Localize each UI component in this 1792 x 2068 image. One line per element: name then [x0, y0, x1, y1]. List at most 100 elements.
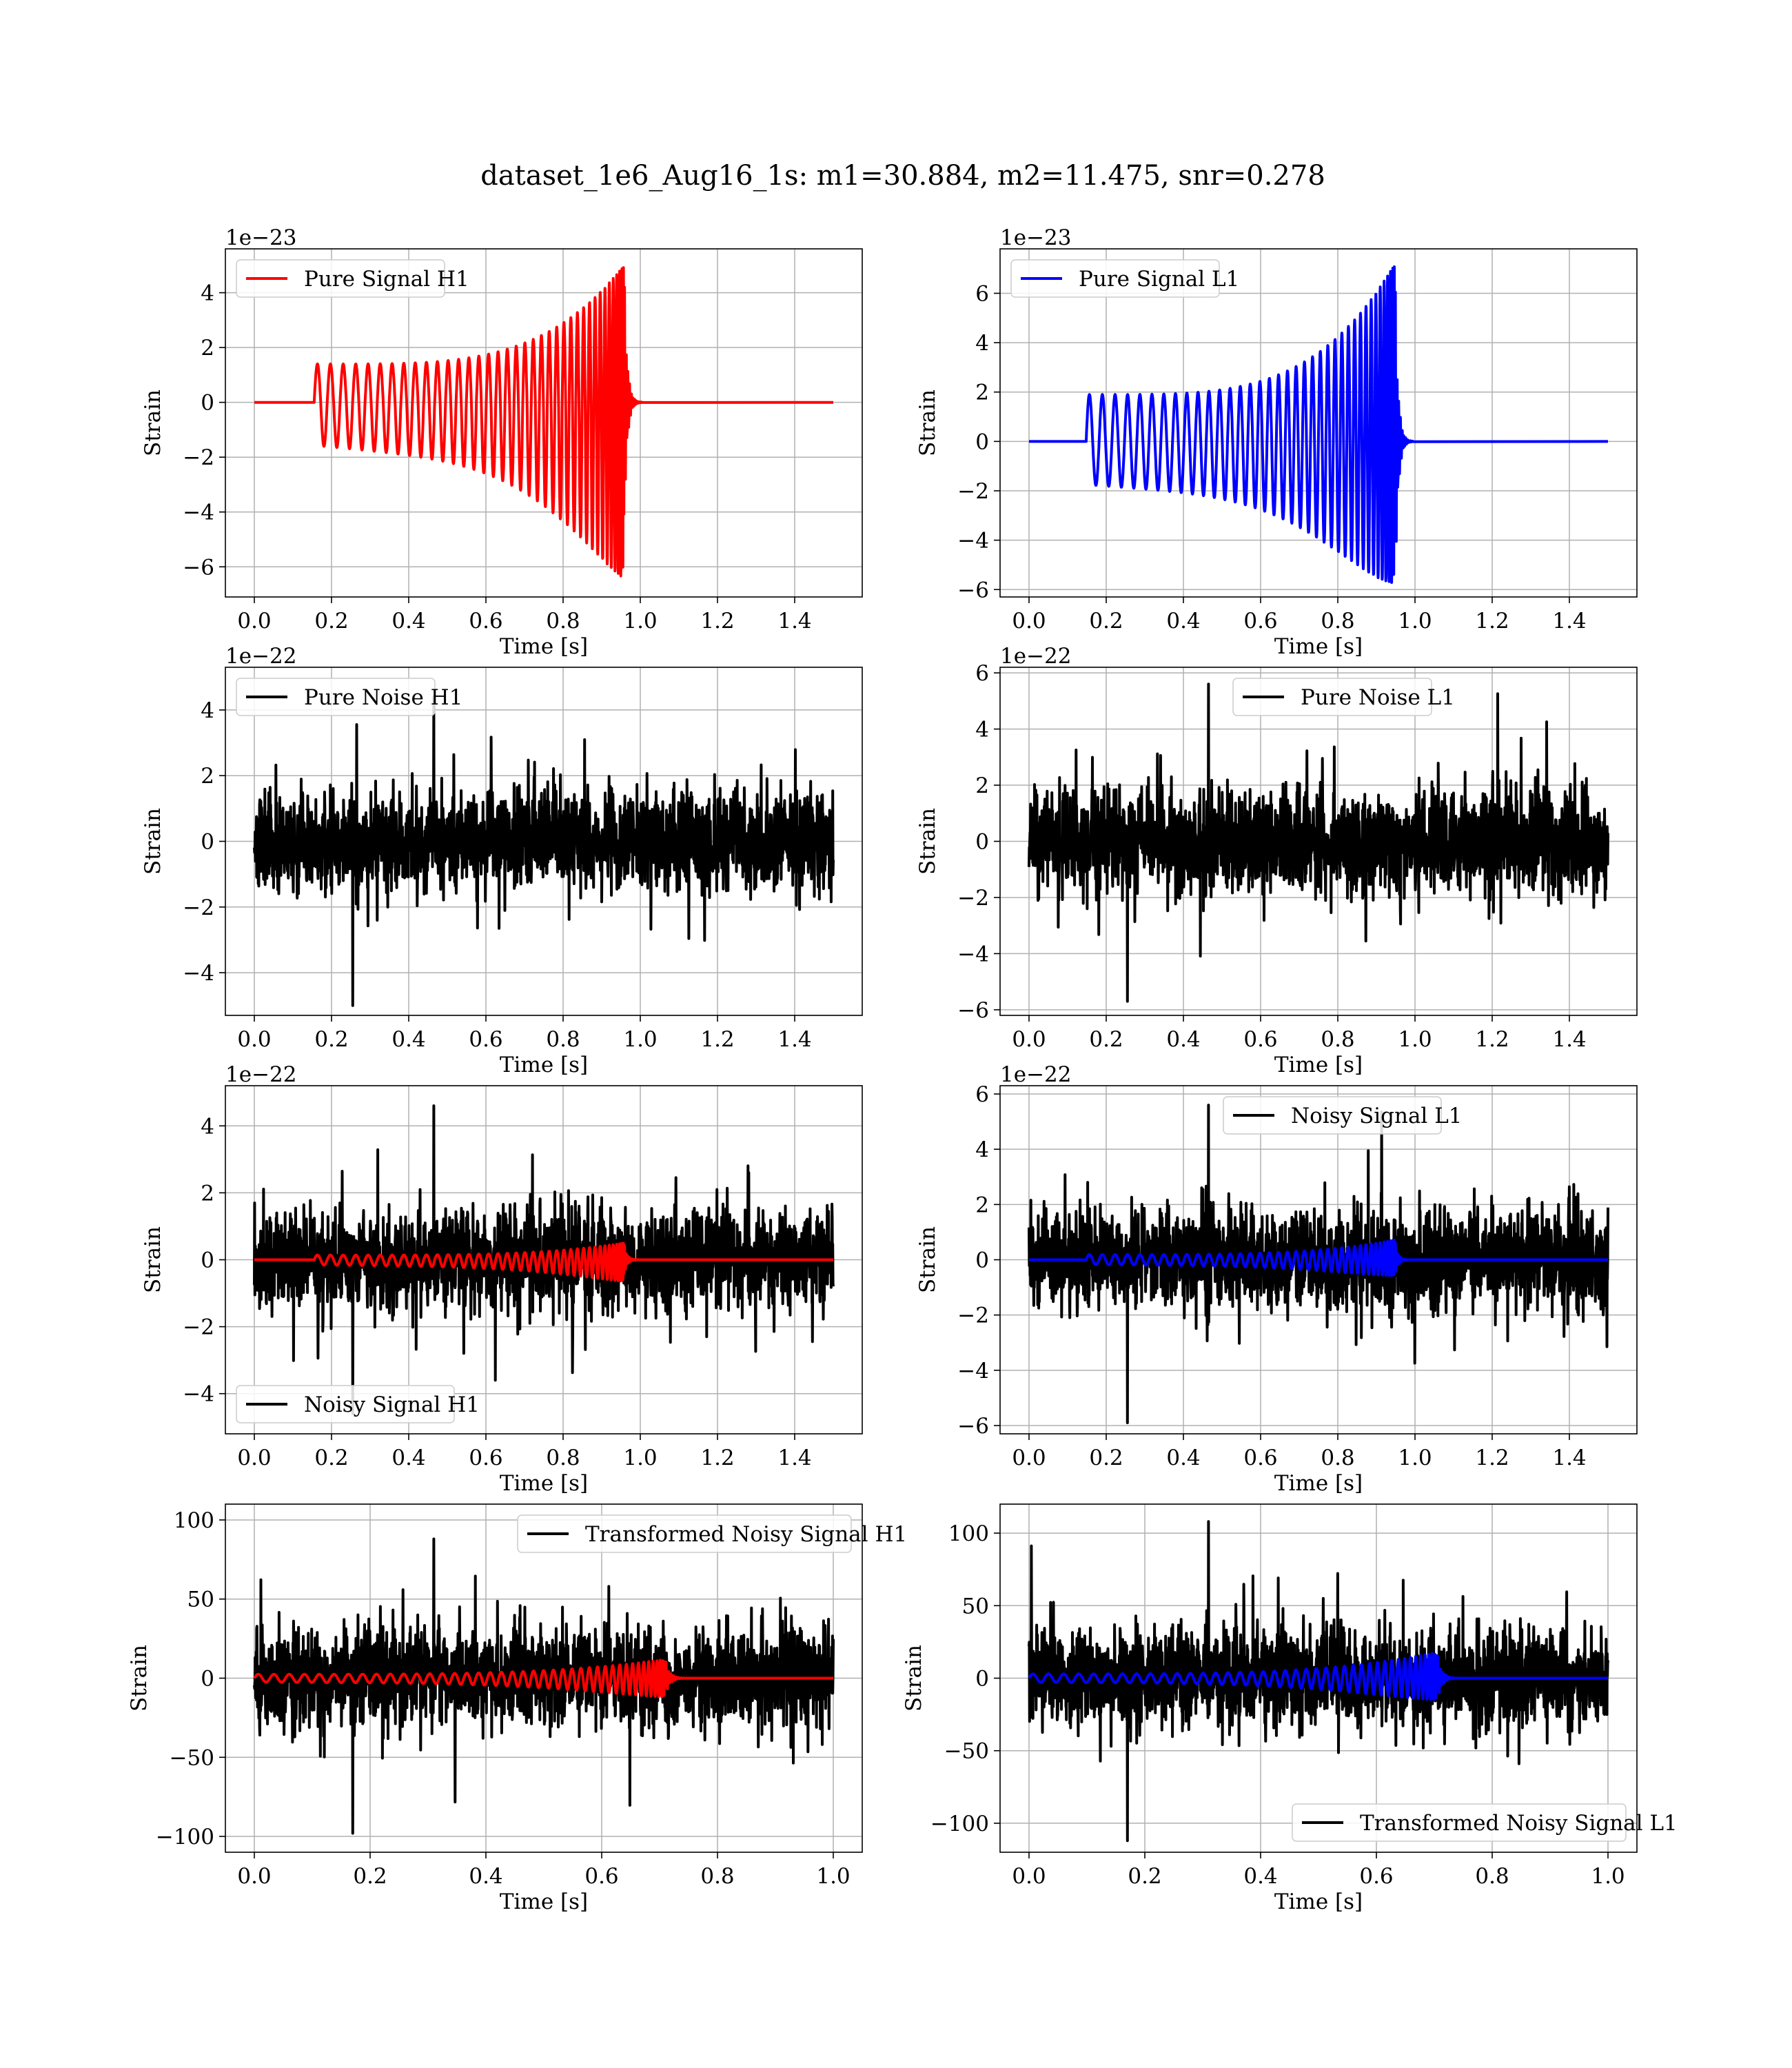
legend: Noisy Signal L1: [1223, 1096, 1463, 1135]
x-tick-label: 0.8: [1321, 1446, 1354, 1470]
x-tick-label: 0.0: [1012, 1027, 1046, 1052]
legend-box: [517, 1514, 852, 1553]
x-axis-label: Time [s]: [500, 1471, 588, 1496]
y-axis-label: Strain: [141, 389, 165, 456]
legend-box: [1292, 1803, 1627, 1842]
series-line-0: [1028, 1104, 1609, 1424]
x-tick-label: 0.0: [237, 1446, 271, 1470]
legend-box: [1232, 678, 1432, 716]
x-tick-label: 0.6: [469, 1446, 502, 1470]
x-tick-label: 1.2: [700, 609, 734, 633]
y-tick-label: 4: [201, 1114, 214, 1139]
y-tick-label: −4: [183, 1382, 214, 1407]
y-tick-label: 0: [975, 830, 989, 855]
legend: Pure Noise H1: [236, 678, 462, 716]
y-axis-label: Strain: [902, 1645, 926, 1712]
axis-offset-text: 1e−23: [225, 225, 297, 250]
figure-title: dataset_1e6_Aug16_1s: m1=30.884, m2=11.4…: [480, 160, 1325, 192]
x-tick-label: 0.4: [391, 1446, 425, 1470]
y-tick-label: 6: [975, 1082, 989, 1107]
axis-offset-text: 1e−22: [225, 644, 297, 669]
y-tick-label: −2: [957, 1304, 989, 1328]
y-tick-label: 0: [201, 1248, 214, 1273]
x-tick-label: 0.6: [1243, 1027, 1277, 1052]
x-tick-label: 0.0: [1012, 1446, 1046, 1470]
x-tick-label: 0.2: [1089, 1027, 1123, 1052]
x-tick-label: 1.4: [1552, 1027, 1586, 1052]
y-tick-label: −4: [957, 942, 989, 966]
y-tick-label: 2: [975, 381, 989, 405]
y-tick-label: 100: [174, 1508, 214, 1533]
legend: Pure Signal L1: [1010, 259, 1239, 298]
series-line-0: [1029, 265, 1609, 584]
series-line-0: [1028, 1520, 1609, 1843]
y-tick-label: −100: [930, 1812, 989, 1836]
x-tick-label: 0.0: [1012, 609, 1046, 633]
y-tick-label: 0: [975, 1667, 989, 1692]
y-tick-label: −4: [957, 1359, 989, 1383]
x-tick-label: 0.6: [1243, 1446, 1277, 1470]
y-axis-label: Strain: [141, 1226, 165, 1293]
x-tick-label: 0.8: [546, 1446, 580, 1470]
y-tick-label: 0: [975, 1248, 989, 1273]
y-tick-label: 2: [975, 1193, 989, 1217]
axes-frame: [999, 248, 1638, 598]
legend-label: Pure Signal L1: [1079, 267, 1239, 292]
x-tick-label: 1.0: [816, 1864, 850, 1889]
x-tick-label: 0.0: [237, 1027, 271, 1052]
y-tick-label: −6: [957, 998, 989, 1023]
legend-box: [1010, 259, 1220, 298]
legend-label: Pure Signal H1: [304, 267, 469, 292]
legend-box: [236, 1385, 455, 1423]
x-tick-label: 0.2: [314, 609, 348, 633]
y-tick-label: −4: [183, 500, 214, 525]
subplot-grid: 0.0 0.2 0.4 0.6 0.8 1.0 1.2 1.4 4 2 0 −2 −4 −6 Time [s…: [127, 225, 1678, 1914]
y-tick-label: −6: [957, 578, 989, 602]
x-axis-label: Time [s]: [500, 1889, 588, 1914]
y-tick-label: 2: [201, 1181, 214, 1206]
x-tick-label: 0.6: [469, 1027, 502, 1052]
x-tick-label: 0.8: [1321, 1027, 1354, 1052]
x-tick-label: 0.6: [1243, 609, 1277, 633]
legend: Pure Noise L1: [1232, 678, 1455, 716]
y-tick-label: −6: [957, 1414, 989, 1439]
x-tick-label: 0.2: [1128, 1864, 1161, 1889]
x-tick-label: 1.0: [623, 1027, 657, 1052]
subplot-transformed-h1: 0.0 0.2 0.4 0.6 0.8 1.0 100 50 0 −50 −100 Time [s] S…: [127, 1503, 907, 1914]
axis-offset-text: 1e−23: [1000, 225, 1072, 250]
series-line-0: [253, 695, 835, 1007]
x-axis-label: Time [s]: [1274, 1471, 1363, 1496]
x-tick-label: 1.4: [777, 609, 811, 633]
x-tick-label: 1.0: [1398, 609, 1432, 633]
series-line-1: [1029, 1239, 1608, 1277]
x-tick-label: 1.4: [1552, 1446, 1586, 1470]
y-axis-label: Strain: [915, 389, 940, 456]
y-tick-label: −2: [957, 886, 989, 911]
x-tick-label: 1.2: [1475, 609, 1509, 633]
x-tick-label: 1.4: [1552, 609, 1586, 633]
series-line-0: [253, 1537, 835, 1835]
legend-label: Pure Noise H1: [304, 685, 462, 710]
x-tick-label: 0.8: [546, 1027, 580, 1052]
x-tick-label: 0.2: [314, 1446, 348, 1470]
y-axis-label: Strain: [915, 808, 940, 875]
y-tick-label: 2: [975, 773, 989, 798]
axis-offset-text: 1e−22: [1000, 1062, 1072, 1087]
y-axis-label: Strain: [127, 1645, 152, 1712]
y-tick-label: 6: [975, 281, 989, 306]
y-tick-label: 0: [201, 391, 214, 416]
legend-box: [236, 259, 445, 298]
y-tick-label: −4: [183, 961, 214, 986]
y-tick-label: 4: [975, 331, 989, 356]
y-tick-label: −2: [183, 895, 214, 920]
x-tick-label: 1.2: [1475, 1027, 1509, 1052]
x-tick-label: 1.0: [623, 609, 657, 633]
series-line-0: [253, 1104, 835, 1415]
axis-offset-text: 1e−22: [1000, 644, 1072, 669]
legend-box: [1223, 1096, 1442, 1135]
x-tick-label: 0.6: [584, 1864, 618, 1889]
x-tick-label: 0.0: [237, 609, 271, 633]
x-tick-label: 0.2: [314, 1027, 348, 1052]
legend: Transformed Noisy Signal L1: [1292, 1803, 1678, 1842]
y-tick-label: −50: [944, 1739, 989, 1764]
